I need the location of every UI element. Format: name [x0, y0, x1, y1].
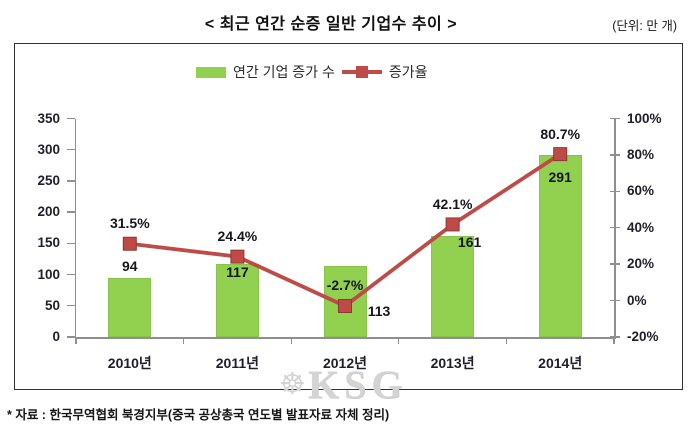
y-axis-left-tick-label: 50 [44, 297, 60, 313]
legend: 연간 기업 증가 수 증가율 [196, 61, 427, 83]
y-axis-right-tick [610, 336, 620, 338]
y-axis-left-tick-label: 350 [37, 110, 60, 126]
x-axis-tick [398, 337, 400, 344]
y-axis-left-tick-label: 250 [37, 172, 60, 188]
y-axis-right-tick-label: 60% [627, 183, 655, 199]
y-axis-left-line [74, 118, 76, 339]
bar-2010년 [108, 278, 152, 337]
y-axis-right-tick [610, 227, 620, 229]
line-marker [553, 146, 568, 161]
y-axis-left-tick [66, 273, 75, 276]
x-axis-category-label: 2011년 [215, 355, 260, 371]
bar-series-swatch [196, 66, 226, 78]
y-axis-right-line [614, 118, 616, 339]
y-axis-left-tick [66, 117, 75, 120]
x-axis-category-label: 2012년 [322, 355, 367, 371]
y-axis-left-tick [66, 149, 75, 151]
bar-value-label: 94 [122, 258, 138, 275]
unit-label: (단위: 만 개) [612, 19, 677, 33]
y-axis-right-tick [610, 299, 620, 302]
source-note: * 자료 : 한국무역협회 북경지부(중국 공상총국 연도별 발표자료 자체 정… [7, 408, 390, 422]
y-axis-right-tick-label: -20% [627, 329, 659, 344]
bar-value-label: 291 [548, 169, 572, 186]
y-axis-right-tick-label: 100% [627, 110, 662, 126]
growth-rate-label: -2.7% [326, 277, 364, 294]
y-axis-right-tick [610, 190, 620, 193]
y-axis-right-tick [610, 154, 620, 156]
legend-line-series-label: 증가율 [388, 64, 428, 80]
bar-2011년 [215, 263, 259, 337]
y-axis-left-tick-label: 200 [37, 204, 60, 220]
x-axis-tick [75, 337, 77, 344]
y-axis-right-tick-label: 80% [627, 146, 655, 162]
bar-value-label: 113 [367, 303, 391, 320]
growth-rate-label: 42.1% [432, 195, 473, 212]
bar-2013년 [431, 236, 475, 337]
x-axis-tick [182, 337, 185, 344]
y-axis-left-tick [66, 305, 75, 307]
bar-value-label: 161 [457, 234, 482, 251]
y-axis-right-tick-label: 0% [627, 292, 647, 308]
y-axis-left-tick-label: 100 [37, 266, 60, 282]
y-axis-right-tick-label: 40% [627, 219, 655, 235]
page-title: < 최근 연간 순증 일반 기업수 추이 > [204, 16, 458, 33]
y-axis-left-tick [66, 211, 75, 213]
y-axis-left-tick [66, 242, 75, 245]
growth-rate-label: 31.5% [109, 215, 150, 232]
growth-rate-line-series [122, 146, 568, 313]
y-axis-left-tick [66, 180, 75, 182]
x-axis-category-label: 2013년 [430, 355, 475, 371]
y-axis-right-tick [610, 117, 620, 120]
x-axis-line [74, 337, 616, 339]
growth-rate-label: 24.4% [217, 228, 258, 245]
x-axis-tick [290, 337, 292, 344]
y-axis-left-tick [66, 336, 75, 338]
y-axis-left-tick-label: 150 [37, 235, 60, 251]
y-axis-right-tick [610, 263, 620, 265]
y-axis-left-tick-label: 0 [52, 329, 60, 344]
line-marker [338, 298, 352, 313]
growth-rate-label: 80.7% [540, 125, 581, 142]
bar-value-label: 117 [226, 263, 249, 280]
bar-2014년 [538, 155, 582, 337]
line-marker [122, 236, 137, 251]
legend-bar-series-label: 연간 기업 증가 수 [233, 64, 335, 80]
x-axis-tick [613, 337, 615, 344]
x-axis-category-label: 2010년 [107, 355, 152, 371]
line-marker [445, 216, 460, 231]
line-series-swatch [341, 65, 382, 79]
x-axis-category-label: 2014년 [538, 355, 583, 371]
line-marker [230, 249, 245, 264]
x-axis-tick [505, 337, 508, 344]
y-axis-left-tick-label: 300 [37, 141, 60, 157]
y-axis-right-tick-label: 20% [627, 256, 655, 272]
